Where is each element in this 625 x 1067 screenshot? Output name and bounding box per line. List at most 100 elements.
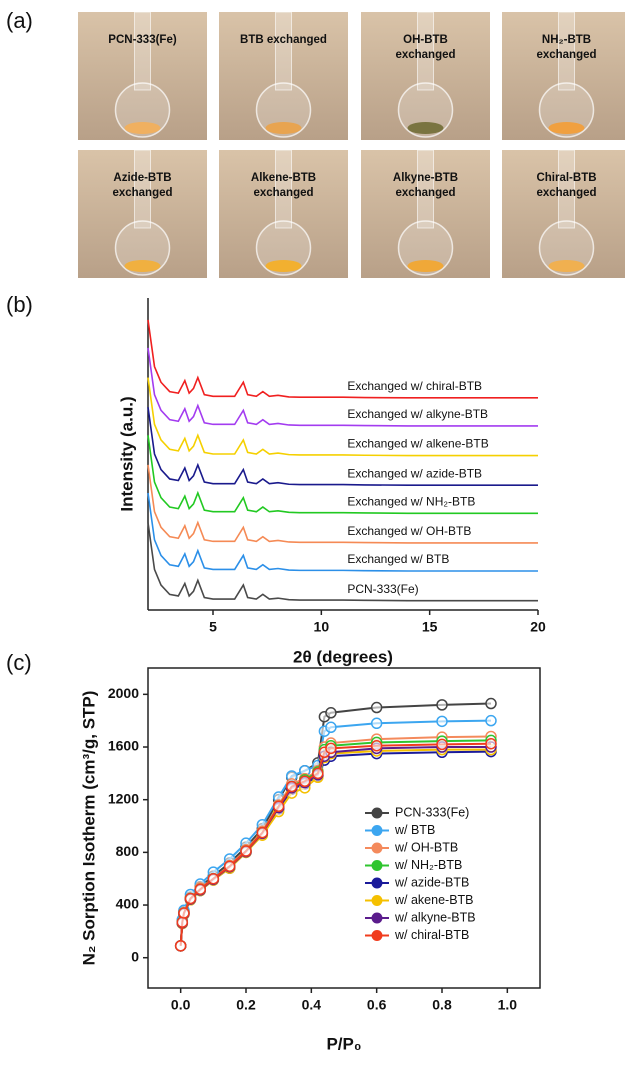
flask-neck	[134, 11, 151, 91]
photo-caption: Azide-BTB	[113, 172, 171, 184]
x-tick-label: 0.0	[171, 997, 191, 1013]
flask-neck	[417, 149, 434, 229]
series-annotation: Exchanged w/ chiral-BTB	[347, 379, 482, 393]
y-tick-label: 2000	[108, 685, 139, 701]
data-point	[299, 775, 311, 788]
powder	[407, 260, 444, 272]
photo-caption: exchanged	[536, 49, 596, 61]
y-axis-title: Intensity (a.u.)	[117, 396, 136, 511]
photo-caption: OH-BTB	[403, 34, 448, 46]
flask-bulb	[538, 82, 595, 138]
photo	[219, 150, 348, 278]
flask-bulb	[114, 220, 171, 276]
powder	[265, 260, 302, 272]
series-line	[147, 377, 538, 457]
chart: 5 10 15 20 2θ (degrees) Intensity (a.u.) PCN-3…	[117, 298, 546, 666]
photo-caption: exchanged	[395, 49, 455, 61]
x-tick-label: 20	[530, 619, 546, 635]
photo-caption: exchanged	[536, 187, 596, 199]
data-point	[485, 697, 497, 710]
legend-label: w/ alkyne-BTB	[394, 910, 476, 924]
x-tick-label: 0.2	[236, 997, 256, 1013]
y-tick-label: 400	[116, 896, 140, 912]
powder	[265, 122, 302, 134]
flask-neck	[275, 149, 292, 229]
series-annotation: PCN-333(Fe)	[347, 582, 418, 596]
photo	[502, 12, 625, 140]
y-axis-title: N₂ Sorption Isotherm (cm³/g, STP)	[79, 691, 98, 966]
legend-marker	[371, 930, 383, 941]
data-point	[223, 860, 236, 872]
flask-bulb	[538, 220, 595, 276]
chart: 0.0 0.2 0.4 0.6 0.8 1.0 0 400 800 1200 1600 2000 P/P…	[79, 667, 541, 1053]
x-tick-label: 0.6	[367, 997, 387, 1013]
photo-caption: exchanged	[112, 187, 172, 199]
photo-caption: Alkene-BTB	[251, 172, 316, 184]
data-point	[325, 707, 337, 719]
series-line	[147, 319, 538, 399]
legend-marker	[371, 807, 383, 819]
legend-label: w/ OH-BTB	[394, 840, 458, 854]
x-axis-title: 2θ (degrees)	[293, 647, 393, 666]
data-point	[312, 767, 324, 780]
data-point	[256, 826, 269, 839]
series-line	[147, 492, 538, 572]
legend-label: PCN-333(Fe)	[395, 805, 469, 819]
data-point	[184, 892, 197, 905]
photo-caption: Chiral-BTB	[536, 172, 596, 184]
photo	[502, 150, 625, 278]
flask-bulb	[255, 82, 312, 138]
y-tick-label: 1200	[108, 790, 139, 806]
series-line	[147, 522, 538, 602]
series-annotation: Exchanged w/ alkene-BTB	[347, 437, 488, 451]
data-point	[325, 742, 337, 755]
data-point	[240, 845, 252, 857]
panel-label: (b)	[6, 292, 33, 317]
x-tick-label: 0.8	[432, 997, 452, 1013]
data-point	[325, 721, 337, 734]
data-point	[194, 883, 207, 895]
photo	[219, 12, 348, 140]
flask-neck	[134, 149, 151, 229]
flask-neck	[417, 11, 434, 91]
photo-caption: NH₂-BTB	[542, 34, 591, 46]
series-line	[147, 407, 538, 486]
x-tick-label: 1.0	[498, 997, 518, 1013]
legend-label: w/ azide-BTB	[394, 875, 469, 889]
data-point	[207, 872, 220, 885]
photo-caption: BTB exchanged	[240, 34, 327, 46]
series-line	[147, 347, 538, 427]
data-point	[176, 916, 189, 928]
photo	[361, 150, 490, 278]
x-tick-label: 10	[314, 619, 330, 635]
plot-frame	[147, 667, 541, 989]
powder	[124, 122, 161, 134]
photo	[78, 12, 207, 140]
flask-neck	[275, 11, 292, 91]
y-tick-label: 800	[116, 843, 140, 859]
series-annotation: Exchanged w/ OH-BTB	[347, 524, 471, 538]
panel-label: (c)	[6, 650, 32, 675]
flask-bulb	[397, 82, 454, 138]
legend-marker	[371, 912, 383, 924]
x-tick-label: 0.4	[302, 997, 322, 1013]
photo	[78, 150, 207, 278]
photo-caption: PCN-333(Fe)	[108, 34, 177, 46]
photo	[361, 12, 490, 140]
series-annotation: Exchanged w/ azide-BTB	[347, 466, 482, 480]
photo-caption: Alkyne-BTB	[393, 172, 458, 184]
data-point	[370, 717, 383, 730]
x-axis-title: P/P₀	[326, 1034, 361, 1053]
data-point	[436, 699, 448, 711]
flask-bulb	[397, 220, 454, 276]
data-point	[174, 940, 187, 952]
legend-marker	[371, 877, 383, 889]
legend-label: w/ akene-BTB	[394, 893, 474, 907]
data-point	[436, 715, 448, 728]
flask-bulb	[255, 220, 312, 276]
legend-label: w/ BTB	[394, 823, 435, 837]
legend-marker	[371, 860, 383, 871]
powder	[548, 122, 585, 134]
powder	[407, 122, 444, 134]
